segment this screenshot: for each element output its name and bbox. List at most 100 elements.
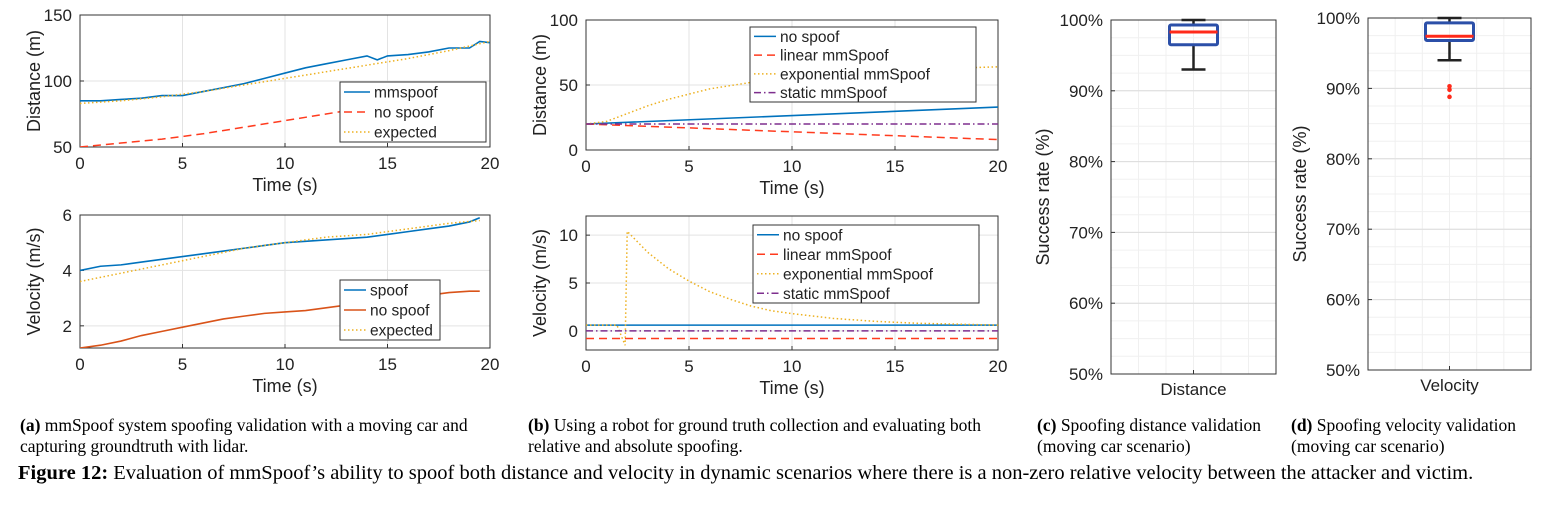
x-axis-label: Time (s) [759, 378, 824, 398]
tick-label-x: Distance [1160, 380, 1226, 399]
outlier-point [1447, 94, 1452, 100]
outlier-point [1447, 83, 1452, 89]
y-axis-label: Distance (m) [530, 34, 550, 136]
tick-label-y: 5 [569, 274, 578, 293]
legend-box [749, 26, 977, 103]
x-axis-label: Time (s) [759, 178, 824, 198]
tick-label-x: 5 [178, 355, 187, 374]
tick-label-y: 80% [1326, 150, 1360, 169]
series-line-no-spoof [586, 106, 998, 125]
tick-label-x: 0 [581, 357, 590, 376]
tick-label-x: 10 [276, 154, 295, 173]
tick-label-x: Velocity [1420, 376, 1479, 395]
tick-label-y: 70% [1069, 223, 1103, 242]
tick-label-x: 20 [989, 357, 1008, 376]
series-line-mmspoof [80, 40, 490, 102]
legend-label: no spoof [780, 29, 840, 46]
legend-box [752, 224, 980, 304]
tick-label-x: 5 [684, 357, 693, 376]
chart-a-bottom: 0 5 10 15 20 2 4 6 Time (s) Velocity (m/s) spoof no… [24, 206, 499, 396]
legend-label: exponential mmSpoof [780, 66, 931, 83]
y-axis-label: Distance (m) [24, 30, 44, 132]
outlier-point [1447, 87, 1452, 93]
tick-label-x: 20 [481, 355, 500, 374]
y-axis-label: Velocity (m/s) [530, 229, 550, 337]
tick-label-y: 50% [1326, 361, 1360, 380]
tick-label-y: 50 [53, 138, 72, 157]
tick-label-x: 0 [75, 154, 84, 173]
legend-label: spoof [370, 283, 409, 300]
tick-label-x: 5 [684, 157, 693, 176]
tick-label-x: 20 [989, 157, 1008, 176]
box-iqr [1168, 23, 1219, 47]
series-line-linear-mmspoof [586, 123, 998, 141]
tick-label-y: 2 [63, 317, 72, 336]
legend-label: expected [374, 125, 437, 142]
chart-b-top: 0 5 10 15 20 0 50 100 Time (s) Distance (m) no spo… [530, 11, 1007, 198]
tick-label-y: 60% [1326, 291, 1360, 310]
chart-a-top: 0 5 10 15 20 50 100 150 Time (s) Distance (m) mmsp… [24, 6, 499, 195]
legend-label: exponential mmSpoof [783, 266, 934, 283]
legend: mmspoof no spoof expected [339, 81, 487, 143]
tick-label-x: 20 [481, 154, 500, 173]
tick-label-y: 6 [63, 206, 72, 225]
legend-label: expected [370, 323, 433, 340]
legend-label: linear mmSpoof [780, 48, 889, 65]
tick-label-y: 50% [1069, 365, 1103, 384]
caption-d: (d) Spoofing velocity validation (moving… [1291, 415, 1517, 456]
tick-label-y: 90% [1069, 82, 1103, 101]
tick-label-x: 10 [783, 357, 802, 376]
legend-label: mmspoof [374, 85, 438, 102]
tick-label-x: 10 [783, 157, 802, 176]
tick-label-x: 0 [581, 157, 590, 176]
legend-label: static mmSpoof [783, 286, 891, 303]
tick-label-y: 100 [44, 72, 72, 91]
x-axis-label: Time (s) [252, 175, 317, 195]
tick-label-y: 60% [1069, 294, 1103, 313]
legend-label: linear mmSpoof [783, 247, 892, 264]
caption-c: (c) Spoofing distance validation (moving… [1037, 415, 1262, 456]
series-line-expected [80, 219, 480, 283]
tick-label-y: 90% [1326, 79, 1360, 98]
box-iqr [1424, 21, 1475, 43]
series-line-spoof [80, 217, 481, 272]
tick-label-y: 70% [1326, 220, 1360, 239]
y-axis-label: Velocity (m/s) [24, 227, 44, 335]
chart-c: 50% 60% 70% 80% 90% 100% Distance Success rate … [1033, 11, 1277, 399]
y-axis-label: Success rate (%) [1290, 125, 1310, 262]
legend-label: no spoof [374, 105, 434, 122]
legend: spoof no spoof expected [339, 279, 441, 341]
y-axis-label: Success rate (%) [1033, 128, 1053, 265]
caption-b: (b) Using a robot for ground truth colle… [528, 415, 981, 456]
tick-label-y: 0 [569, 322, 578, 341]
tick-label-x: 15 [378, 154, 397, 173]
chart-d: 50% 60% 70% 80% 90% 100% Velocity Success rate … [1290, 9, 1532, 395]
tick-label-x: 15 [378, 355, 397, 374]
tick-label-y: 150 [44, 6, 72, 25]
tick-label-y: 100 [550, 11, 578, 30]
tick-label-y: 100% [1060, 11, 1103, 30]
chart-b-bottom: 0 5 10 15 20 0 5 10 Time (s) Velocity (m/s) no spo… [530, 215, 1008, 398]
tick-label-y: 0 [569, 141, 578, 160]
legend-label: no spoof [783, 227, 843, 244]
tick-label-x: 0 [75, 355, 84, 374]
figure-caption: Figure 12: Evaluation of mmSpoof’s abili… [18, 462, 1474, 484]
series-line-exponential-mmspoof [586, 229, 998, 346]
tick-label-y: 10 [559, 226, 578, 245]
legend: no spoof linear mmSpoof exponential mmSpoo… [752, 224, 980, 304]
tick-label-y: 50 [559, 76, 578, 95]
series-line-expected [80, 40, 490, 105]
tick-label-y: 4 [63, 261, 72, 280]
x-axis-label: Time (s) [252, 376, 317, 396]
tick-label-x: 10 [276, 355, 295, 374]
caption-a: (a) mmSpoof system spoofing validation w… [20, 415, 468, 456]
tick-label-x: 5 [178, 154, 187, 173]
legend-label: no spoof [370, 303, 430, 320]
tick-label-x: 15 [886, 157, 905, 176]
tick-label-y: 80% [1069, 153, 1103, 172]
tick-label-y: 100% [1317, 9, 1360, 28]
tick-label-x: 15 [886, 357, 905, 376]
legend-label: static mmSpoof [780, 85, 888, 102]
